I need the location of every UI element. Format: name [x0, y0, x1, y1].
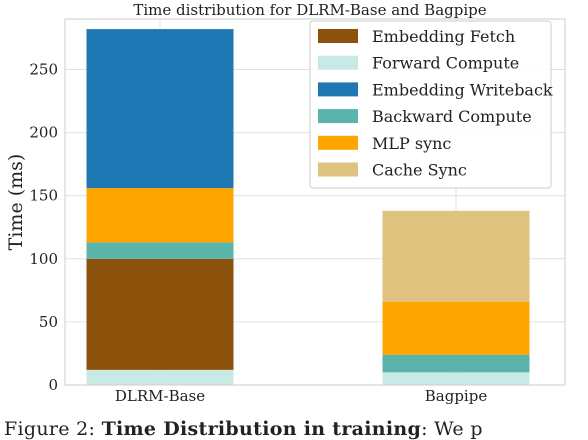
legend: Embedding Fetch Forward Compute Embedding … [309, 20, 553, 189]
y-tick-label: 250 [29, 60, 58, 78]
caption-bold: Time Distribution in training [101, 418, 422, 440]
y-tick-label: 100 [29, 250, 58, 268]
legend-label-embedding-fetch: Embedding Fetch [372, 27, 515, 46]
legend-label-forward-compute: Forward Compute [372, 54, 519, 73]
legend-swatch-backward-compute [318, 109, 358, 124]
legend-swatch-cache-sync [318, 162, 358, 177]
y-tick-label: 0 [48, 376, 58, 394]
legend-swatch-forward-compute [318, 55, 358, 70]
y-tick-label: 150 [29, 187, 58, 205]
bar-bagpipe-cache-sync [382, 210, 530, 302]
bar-bagpipe-backward-compute [382, 354, 530, 373]
chart-title: Time distribution for DLRM-Base and Bagp… [133, 1, 486, 19]
bar-dlrm-base-backward-compute [86, 242, 234, 259]
bar-bagpipe-forward-compute [382, 372, 530, 385]
figure-caption: Figure 2: Time Distribution in training:… [0, 418, 588, 440]
legend-label-backward-compute: Backward Compute [372, 107, 532, 126]
legend-box [309, 20, 552, 189]
y-tick-label: 200 [29, 124, 58, 142]
legend-label-cache-sync: Cache Sync [372, 161, 467, 180]
bar-dlrm-base-embedding-fetch [86, 258, 234, 370]
y-tick-label: 50 [39, 313, 58, 331]
x-tick-label: DLRM-Base [115, 387, 205, 405]
legend-swatch-embedding-writeback [318, 82, 358, 97]
bar-dlrm-base-mlp-sync [86, 188, 234, 243]
x-tick-label: Bagpipe [425, 387, 488, 405]
legend-swatch-mlp-sync [318, 135, 358, 150]
bar-dlrm-base-embedding-writeback [86, 29, 234, 189]
bar-dlrm-base-forward-compute [86, 369, 234, 385]
plot-frame [64, 18, 566, 386]
caption-suffix: : We p [421, 418, 483, 440]
caption-prefix: Figure 2: [4, 418, 102, 440]
y-axis-title: Time (ms) [5, 154, 27, 251]
bar-bagpipe-mlp-sync [382, 301, 530, 355]
legend-swatch-embedding-fetch [318, 29, 358, 43]
stacked-bar-chart: Time distribution for DLRM-Base and Bagp… [5, 1, 566, 405]
legend-label-embedding-writeback: Embedding Writeback [372, 80, 553, 99]
legend-label-mlp-sync: MLP sync [372, 134, 451, 153]
